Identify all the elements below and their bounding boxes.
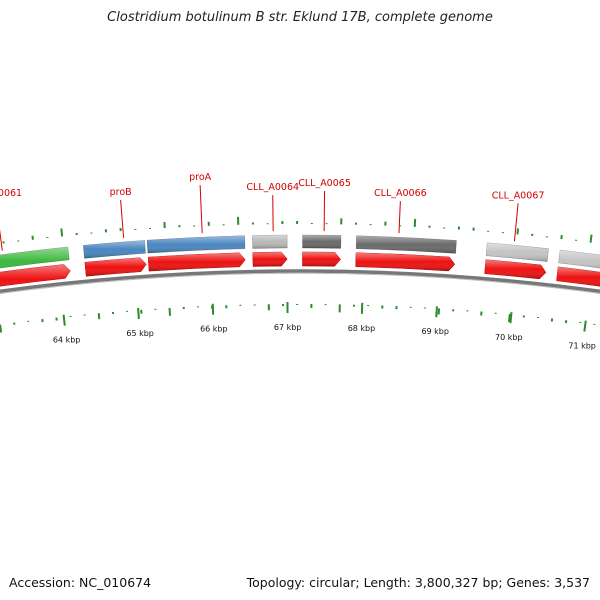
gc-tick-lower (97, 313, 101, 320)
gene-label[interactable]: CLL_A0064 (246, 182, 299, 193)
gene-label-leader (398, 201, 401, 234)
gc-tick-lower (0, 324, 3, 333)
gene-block-shade (0, 246, 70, 269)
scale-major-tick (62, 314, 66, 326)
cds-arrow-shade (252, 252, 288, 267)
scale-label: 66 kbp (200, 325, 228, 334)
gene-label[interactable]: proA (189, 172, 212, 183)
gc-tick-lower (508, 313, 511, 323)
scale-label: 64 kbp (53, 336, 81, 345)
gene-block-shade (558, 249, 600, 269)
gene-label-leader (0, 229, 3, 251)
gene-label-leader (199, 185, 203, 234)
cds-arrow-shade (0, 264, 71, 287)
cds-arrow-shade (302, 252, 341, 267)
gene-label-leader (513, 203, 519, 242)
scale-label: 67 kbp (274, 323, 302, 332)
gene-label[interactable]: CLL_A0065 (298, 178, 351, 189)
map-title: Clostridium botulinum B str. Eklund 17B,… (107, 10, 493, 25)
accession-text: Accession: NC_010674 (9, 575, 152, 590)
gene-label[interactable]: proB (110, 187, 132, 198)
gene-label[interactable]: CLL_A0061 (0, 188, 22, 199)
scale-major-tick (509, 312, 513, 324)
gene-label[interactable]: CLL_A0066 (374, 188, 427, 199)
gene-label[interactable]: CLL_A0067 (492, 190, 545, 201)
gc-skew-track-lower (0, 304, 596, 333)
cds-arrow-shade (556, 266, 600, 287)
gc-tick-upper (589, 234, 593, 243)
scale-label: 69 kbp (421, 327, 449, 336)
scale-labels: 64 kbp 65 kbp 66 kbp 67 kbp 68 kbp 69 kbp 70 k… (53, 302, 596, 350)
gene-track (0, 234, 600, 269)
scale-label: 68 kbp (348, 324, 376, 333)
scale-major-tick (435, 306, 438, 318)
gc-tick-upper (516, 228, 520, 235)
gene-block-shade (146, 235, 246, 254)
gene-block-shade (486, 242, 549, 262)
gc-tick-upper (60, 228, 64, 237)
genome-summary-text: Topology: circular; Length: 3,800,327 bp… (246, 575, 590, 590)
cds-arrow-shade (355, 252, 455, 271)
backbone-line (0, 269, 600, 294)
gene-label-leader (120, 199, 125, 238)
gene-block-shade (356, 235, 457, 254)
cds-arrow-shade (148, 252, 246, 272)
scale-major-tick (137, 307, 140, 320)
genome-backbone (0, 269, 600, 295)
cds-arrow-shade (84, 257, 147, 277)
scale-label: 70 kbp (495, 333, 523, 342)
scale-label: 65 kbp (126, 329, 154, 338)
cds-arrow-shade (484, 259, 546, 279)
gene-block-shade (252, 235, 288, 249)
backbone-highlight (0, 272, 600, 295)
scale-label: 71 kbp (568, 341, 596, 350)
scale-major-tick (583, 320, 587, 332)
cds-track (0, 251, 600, 287)
gene-block-shade (83, 240, 146, 259)
gene-block-shade (302, 235, 342, 249)
gc-skew-track-upper (2, 216, 593, 244)
